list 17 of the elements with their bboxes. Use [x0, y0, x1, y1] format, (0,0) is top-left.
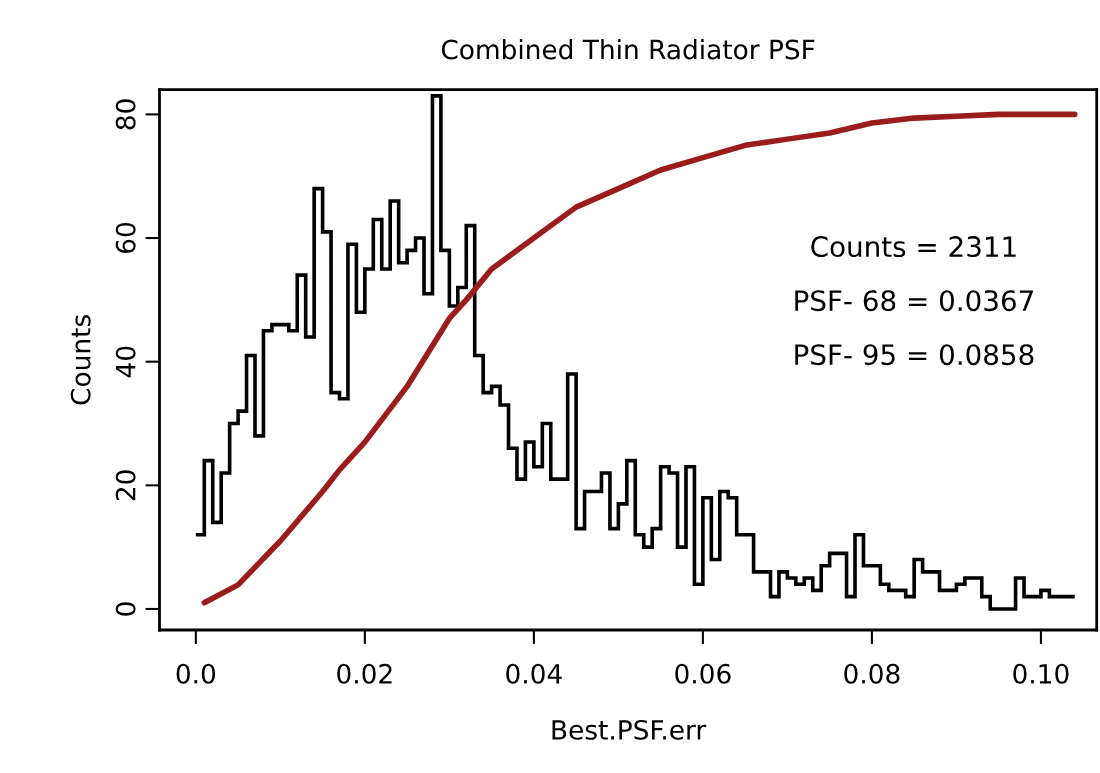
- x-axis-title: Best.PSF.err: [552, 719, 707, 740]
- y-tick-label: 80: [115, 99, 136, 130]
- x-tick-label: 0.02: [337, 663, 392, 684]
- y-tick-label: 40: [115, 346, 136, 378]
- y-tick-label: 20: [115, 470, 136, 501]
- y-axis-title: Counts: [70, 315, 91, 405]
- x-tick-label: 0.04: [506, 663, 562, 684]
- y-tick-label: 60: [115, 223, 136, 253]
- annotation: PSF- 68 = 0.0367: [795, 290, 1033, 312]
- x-tick-label: 0.06: [675, 663, 731, 684]
- x-tick-label: 0.08: [844, 663, 900, 684]
- y-tick-label: 0: [115, 602, 136, 616]
- annotation: Counts = 2311: [811, 236, 1016, 258]
- x-tick-label: 0.10: [1013, 663, 1069, 684]
- chart-title: Combined Thin Radiator PSF: [441, 39, 815, 60]
- annotation: PSF- 95 = 0.0858: [795, 344, 1034, 366]
- x-tick-label: 0.0: [176, 663, 216, 684]
